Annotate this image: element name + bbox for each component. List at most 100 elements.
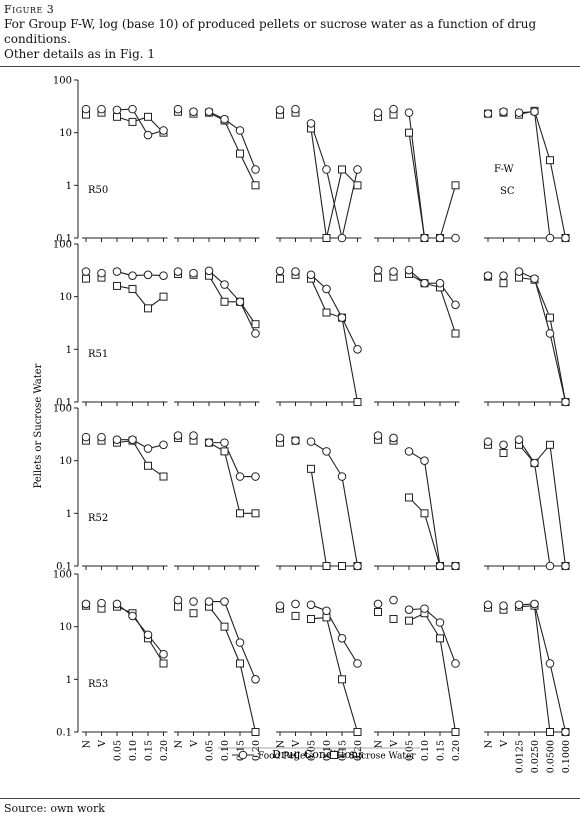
sucrose-water-line <box>518 110 567 239</box>
food-pellets-point <box>235 472 245 481</box>
food-pellets-line <box>116 108 164 136</box>
food-pellets-point <box>514 267 524 276</box>
x-tick-label: 0.05 <box>405 740 416 761</box>
food-pellets-point <box>404 108 414 117</box>
sucrose-water-point <box>251 509 260 518</box>
top-rule <box>0 66 580 67</box>
x-tick-label: 0.15 <box>236 740 247 761</box>
food-pellets-line <box>518 111 566 239</box>
sucrose-water-point <box>236 149 244 158</box>
x-axis-title: Drug Conditions <box>272 748 364 761</box>
food-pellets-point <box>128 104 137 114</box>
y-tick-label: 100 <box>53 404 72 415</box>
sucrose-water-point <box>405 616 413 625</box>
sucrose-water-point <box>220 297 229 306</box>
x-tick-label: V <box>389 740 400 748</box>
food-pellets-point <box>514 600 524 610</box>
food-pellets-line <box>116 603 164 655</box>
sucrose-water-point <box>322 234 331 242</box>
sucrose-water-line <box>208 112 256 186</box>
food-pellets-point <box>173 267 183 276</box>
sucrose-water-point <box>374 273 382 282</box>
sucrose-water-point <box>353 728 362 736</box>
sucrose-water-line <box>408 132 457 239</box>
food-pellets-point <box>143 270 153 280</box>
food-pellets-point <box>404 265 414 275</box>
x-tick-label: N <box>82 740 93 748</box>
sucrose-water-point <box>322 308 331 317</box>
food-pellets-point <box>420 604 429 613</box>
food-pellets-point <box>420 233 429 243</box>
subject-label: R52 <box>88 513 108 524</box>
sucrose-water-point <box>307 464 315 473</box>
x-tick-label: 0.20 <box>159 740 170 761</box>
food-pellets-point <box>435 233 445 243</box>
food-pellets-point <box>561 561 570 571</box>
sucrose-water-point <box>128 117 137 126</box>
food-pellets-point <box>189 597 198 606</box>
food-pellets-point <box>306 270 316 280</box>
food-pellets-point <box>545 329 555 338</box>
x-tick-label: N <box>374 740 385 748</box>
food-pellets-point <box>173 595 183 605</box>
food-pellets-line <box>209 600 257 680</box>
food-pellets-line <box>408 608 457 664</box>
food-pellets-point <box>275 266 285 276</box>
food-pellets-point <box>389 104 398 114</box>
x-tick-label: 0.10 <box>220 740 231 761</box>
food-pellets-point <box>373 108 383 117</box>
food-pellets-point <box>173 431 183 440</box>
sucrose-water-line <box>408 497 456 567</box>
x-tick-label: N <box>276 740 287 748</box>
figure-caption: For Group F-W, log (base 10) of produced… <box>4 17 564 62</box>
food-pellets-point <box>204 438 214 447</box>
subject-label: R51 <box>88 349 108 360</box>
food-pellets-point <box>97 268 106 278</box>
food-pellets-point <box>420 456 429 465</box>
sucrose-water-point <box>144 461 152 470</box>
food-pellets-point <box>373 431 383 440</box>
sucrose-water-line <box>310 616 359 733</box>
food-pellets-point <box>291 599 300 609</box>
x-tick-label: V <box>189 740 200 748</box>
food-pellets-point <box>499 601 508 611</box>
sucrose-water-point <box>451 728 460 736</box>
food-pellets-point <box>545 659 555 668</box>
y-axis-title: Pellets or Sucrose Water <box>33 363 44 488</box>
x-tick-label: 0.0250 <box>530 740 541 773</box>
sucrose-water-line <box>408 273 457 334</box>
food-pellets-point <box>173 104 183 114</box>
food-pellets-point <box>514 108 524 117</box>
food-pellets-point <box>291 104 300 114</box>
x-tick-label: N <box>174 740 185 748</box>
food-pellets-point <box>545 561 555 571</box>
sucrose-water-line <box>116 116 164 134</box>
sucrose-water-point <box>499 279 508 288</box>
y-tick-label: 10 <box>59 622 72 633</box>
food-pellets-point <box>128 271 137 281</box>
x-tick-label: 0.05 <box>205 740 216 761</box>
sucrose-water-line <box>518 277 567 403</box>
food-pellets-point <box>561 397 570 407</box>
food-pellets-point <box>353 659 362 668</box>
food-pellets-point <box>143 130 153 140</box>
food-pellets-point <box>189 107 198 117</box>
sucrose-water-point <box>451 329 460 338</box>
food-pellets-point <box>204 266 214 276</box>
sucrose-water-line <box>116 606 164 664</box>
food-pellets-point <box>220 280 229 289</box>
food-pellets-point <box>204 597 214 606</box>
sucrose-water-point <box>436 634 444 643</box>
food-pellets-point <box>291 267 300 276</box>
x-tick-label: 0.15 <box>436 740 447 761</box>
food-pellets-point <box>159 126 168 135</box>
food-pellets-point <box>404 447 414 456</box>
food-pellets-line <box>518 271 567 403</box>
sucrose-water-point <box>499 448 508 457</box>
x-tick-label: N <box>484 740 495 748</box>
sucrose-water-point <box>251 181 260 190</box>
food-pellets-point <box>189 268 198 278</box>
food-pellets-point <box>373 265 383 275</box>
x-tick-label: V <box>97 740 108 748</box>
food-pellets-point <box>389 433 398 443</box>
